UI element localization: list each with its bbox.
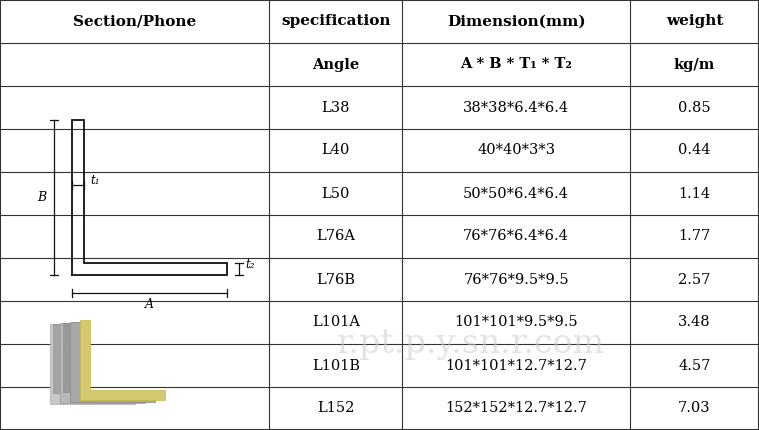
Polygon shape: [50, 324, 135, 404]
Text: L152: L152: [317, 402, 354, 415]
Text: 1.14: 1.14: [679, 187, 710, 200]
Text: t₂: t₂: [245, 258, 254, 270]
Text: L38: L38: [322, 101, 350, 114]
Text: specification: specification: [281, 15, 391, 28]
Text: 152*152*12.7*12.7: 152*152*12.7*12.7: [446, 402, 587, 415]
Text: 7.03: 7.03: [679, 402, 710, 415]
Polygon shape: [53, 324, 60, 394]
Text: weight: weight: [666, 15, 723, 28]
Polygon shape: [73, 322, 80, 391]
Text: Angle: Angle: [312, 58, 360, 71]
Polygon shape: [60, 323, 145, 403]
Text: A * B * T₁ * T₂: A * B * T₁ * T₂: [460, 58, 572, 71]
Polygon shape: [80, 320, 165, 400]
Text: L101B: L101B: [312, 359, 360, 372]
Text: r.pt.p.y.sn.r.com: r.pt.p.y.sn.r.com: [336, 328, 605, 360]
Text: L76B: L76B: [317, 273, 355, 286]
Text: L40: L40: [322, 144, 350, 157]
Text: t₁: t₁: [90, 174, 99, 187]
Text: 1.77: 1.77: [679, 230, 710, 243]
Text: 50*50*6.4*6.4: 50*50*6.4*6.4: [463, 187, 569, 200]
Text: 38*38*6.4*6.4: 38*38*6.4*6.4: [463, 101, 569, 114]
Polygon shape: [70, 322, 155, 402]
Text: 3.48: 3.48: [679, 316, 710, 329]
Text: 4.57: 4.57: [679, 359, 710, 372]
Text: 0.85: 0.85: [679, 101, 710, 114]
Text: 76*76*9.5*9.5: 76*76*9.5*9.5: [463, 273, 569, 286]
Text: Dimension(mm): Dimension(mm): [447, 15, 585, 28]
Text: 76*76*6.4*6.4: 76*76*6.4*6.4: [463, 230, 569, 243]
Text: L50: L50: [322, 187, 350, 200]
Text: 101*101*9.5*9.5: 101*101*9.5*9.5: [455, 316, 578, 329]
Text: L101A: L101A: [312, 316, 360, 329]
Text: B: B: [37, 191, 46, 204]
Text: 40*40*3*3: 40*40*3*3: [477, 144, 555, 157]
Text: Section/Phone: Section/Phone: [73, 15, 197, 28]
Text: 101*101*12.7*12.7: 101*101*12.7*12.7: [446, 359, 587, 372]
Text: kg/m: kg/m: [674, 58, 715, 71]
Text: 0.44: 0.44: [679, 144, 710, 157]
Text: 2.57: 2.57: [679, 273, 710, 286]
Text: L76A: L76A: [317, 230, 355, 243]
Text: A: A: [145, 298, 154, 311]
Polygon shape: [63, 323, 70, 393]
